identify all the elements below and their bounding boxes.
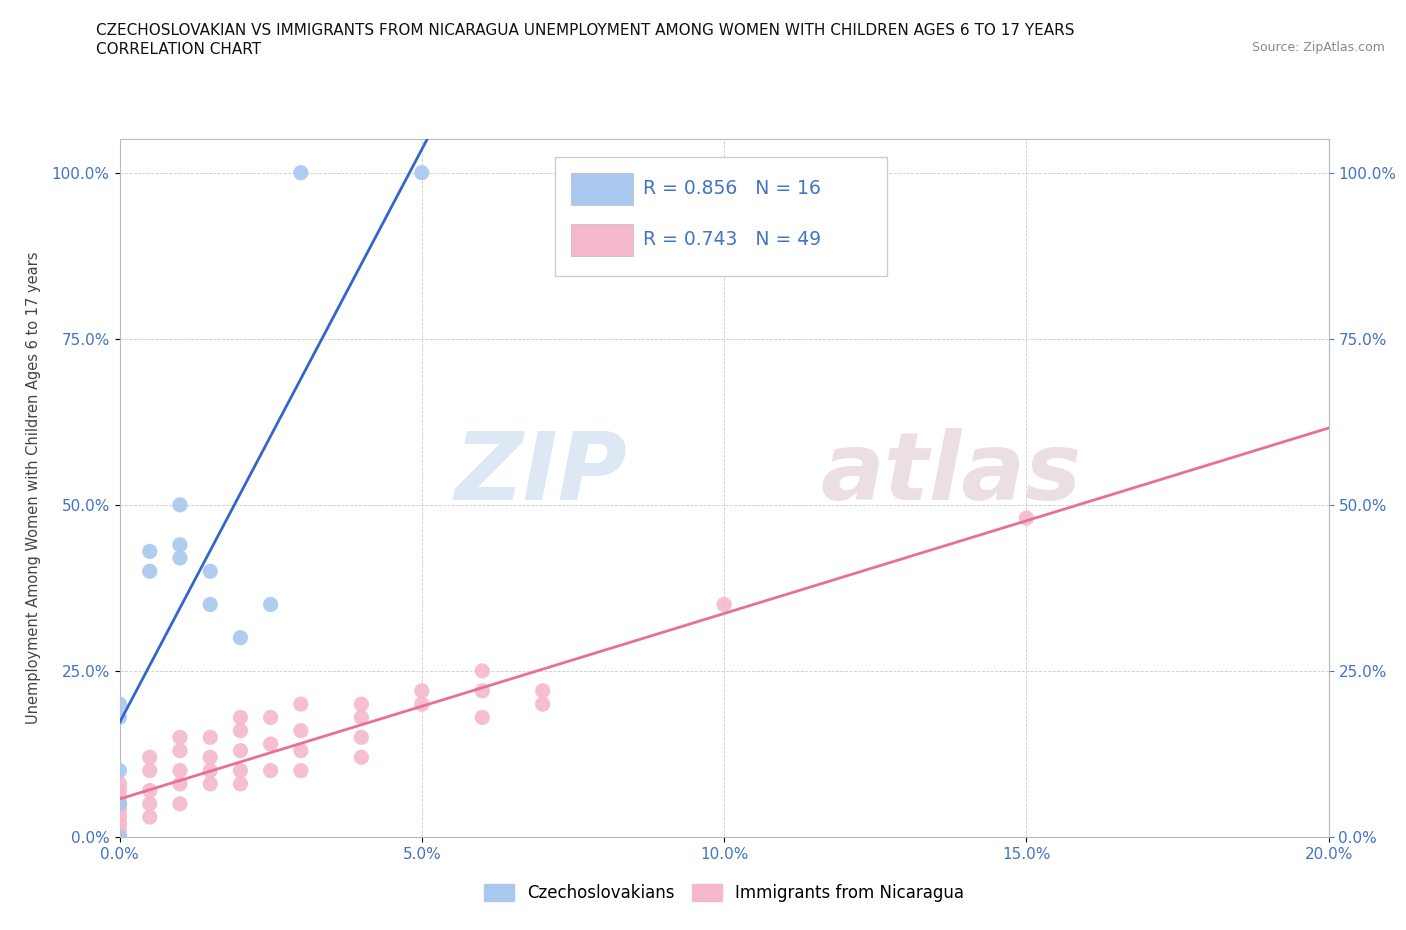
Legend: Czechoslovakians, Immigrants from Nicaragua: Czechoslovakians, Immigrants from Nicara…: [478, 877, 970, 909]
Point: [229, 764, 252, 778]
Point: [138, 564, 162, 578]
Point: [169, 743, 191, 758]
Point: [200, 564, 222, 578]
Point: [350, 730, 373, 745]
Text: CORRELATION CHART: CORRELATION CHART: [96, 42, 260, 57]
Point: [200, 597, 222, 612]
Point: [229, 777, 252, 791]
FancyBboxPatch shape: [571, 224, 633, 256]
Point: [531, 697, 554, 711]
Point: [169, 730, 191, 745]
Point: [471, 684, 494, 698]
Point: [290, 743, 312, 758]
Point: [290, 166, 312, 180]
Point: [169, 764, 191, 778]
FancyBboxPatch shape: [555, 157, 887, 275]
Point: [713, 597, 735, 612]
Point: [471, 710, 494, 724]
Point: [259, 764, 281, 778]
Point: [350, 710, 373, 724]
Point: [169, 538, 191, 552]
Point: [108, 817, 131, 831]
Point: [290, 697, 312, 711]
Text: R = 0.856   N = 16: R = 0.856 N = 16: [643, 179, 821, 198]
FancyBboxPatch shape: [571, 173, 633, 206]
Point: [290, 724, 312, 738]
Point: [108, 796, 131, 811]
Point: [108, 790, 131, 804]
Point: [259, 597, 281, 612]
Point: [108, 783, 131, 798]
Point: [259, 710, 281, 724]
Point: [229, 710, 252, 724]
Point: [200, 750, 222, 764]
Point: [169, 498, 191, 512]
Point: [229, 724, 252, 738]
Point: [471, 663, 494, 678]
Point: [229, 743, 252, 758]
Point: [108, 796, 131, 811]
Point: [200, 730, 222, 745]
Point: [229, 631, 252, 645]
Point: [108, 764, 131, 778]
Text: R = 0.743   N = 49: R = 0.743 N = 49: [643, 230, 821, 248]
Point: [169, 551, 191, 565]
Point: [169, 777, 191, 791]
Text: ZIP: ZIP: [454, 429, 627, 520]
Point: [108, 697, 131, 711]
Text: CZECHOSLOVAKIAN VS IMMIGRANTS FROM NICARAGUA UNEMPLOYMENT AMONG WOMEN WITH CHILD: CZECHOSLOVAKIAN VS IMMIGRANTS FROM NICAR…: [96, 23, 1074, 38]
Point: [259, 737, 281, 751]
Point: [108, 823, 131, 838]
Point: [108, 777, 131, 791]
Point: [200, 764, 222, 778]
Point: [108, 830, 131, 844]
Point: [200, 777, 222, 791]
Point: [108, 803, 131, 817]
Text: Source: ZipAtlas.com: Source: ZipAtlas.com: [1251, 41, 1385, 54]
Point: [108, 830, 131, 844]
Point: [411, 684, 433, 698]
Point: [350, 750, 373, 764]
Point: [169, 796, 191, 811]
Point: [138, 764, 162, 778]
Point: [350, 697, 373, 711]
Point: [138, 544, 162, 559]
Point: [138, 783, 162, 798]
Point: [138, 750, 162, 764]
Point: [138, 810, 162, 825]
Point: [108, 830, 131, 844]
Point: [531, 684, 554, 698]
Point: [138, 796, 162, 811]
Y-axis label: Unemployment Among Women with Children Ages 6 to 17 years: Unemployment Among Women with Children A…: [25, 252, 41, 724]
Point: [411, 166, 433, 180]
Point: [290, 764, 312, 778]
Point: [411, 697, 433, 711]
Point: [108, 810, 131, 825]
Point: [108, 710, 131, 724]
Point: [1015, 511, 1038, 525]
Text: atlas: atlas: [821, 429, 1083, 520]
